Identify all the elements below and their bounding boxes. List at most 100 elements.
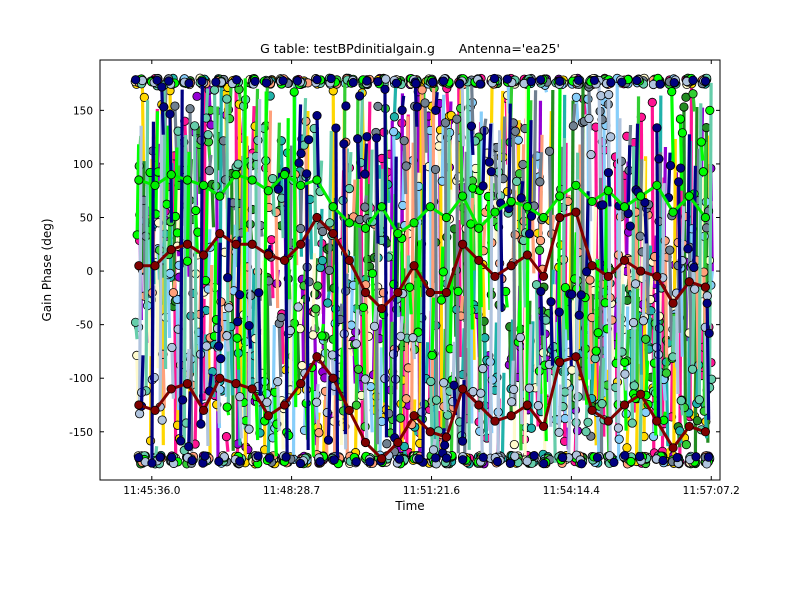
data-point [251,77,259,85]
data-point [248,385,256,393]
data-point [313,176,321,184]
data-point [582,427,590,435]
data-point [517,194,525,202]
data-point [523,401,531,409]
series-segment [312,368,314,457]
data-point [591,354,599,362]
series-segment [672,92,674,167]
data-point [507,197,515,205]
series-segment [602,358,604,404]
data-point [653,272,661,280]
y-axis-label: Gain Phase (deg) [40,218,54,321]
series-segment [643,237,645,321]
series-segment [498,130,500,457]
data-point [572,208,580,216]
series-segment [286,171,288,453]
data-point [516,333,524,341]
data-point [245,321,253,329]
data-point [193,92,201,100]
data-point [432,396,440,404]
data-point [402,162,410,170]
data-point [223,273,231,281]
data-point [345,184,353,192]
series-segment [341,348,343,397]
data-point [412,79,420,87]
data-point [151,262,159,270]
data-point [248,240,256,248]
data-point [479,182,487,190]
data-point [507,412,515,420]
data-point [607,78,615,86]
series-segment [694,166,696,268]
data-point [604,187,612,195]
data-point [366,458,374,466]
y-tick-label: -50 [76,320,93,332]
data-point [443,411,451,419]
data-point [458,385,466,393]
data-point [166,110,174,118]
data-point [588,197,596,205]
data-point [666,246,674,254]
data-point [178,396,186,404]
data-point [458,437,466,445]
data-point [295,159,303,167]
data-point [527,424,535,432]
data-point [409,334,417,342]
series-segment [563,138,565,407]
data-point [656,80,664,88]
data-point [593,453,601,461]
data-point [167,170,175,178]
data-point [511,127,519,135]
data-point [313,75,321,83]
series-segment [524,240,526,307]
data-point [397,332,405,340]
data-point [456,80,464,88]
data-point [431,165,439,173]
data-point [514,136,522,144]
series-segment [371,387,373,433]
data-point [233,334,241,342]
data-point [361,438,369,446]
series-segment [645,202,647,243]
data-point [222,432,230,440]
data-point [190,122,198,130]
series-segment [336,128,338,459]
data-point [298,361,306,369]
data-point [594,329,602,337]
data-point [685,278,693,286]
series-segment [276,212,278,308]
data-point [169,289,177,297]
data-point [684,245,692,253]
data-point [217,354,225,362]
data-point [315,429,323,437]
series-segment [314,128,316,246]
data-point [352,401,360,409]
data-point [254,452,262,460]
data-point [507,398,515,406]
series-segment [349,152,351,189]
series-segment [210,265,212,338]
data-point [481,334,489,342]
data-point [676,164,684,172]
data-point [280,256,288,264]
series-segment [380,347,382,455]
series-segment [377,138,379,244]
data-point [674,178,682,186]
data-point [160,103,168,111]
data-point [547,298,555,306]
data-point [459,455,467,463]
data-point [673,453,681,461]
chart-title: G table: testBPdinitialgain.g Antenna='e… [260,41,560,56]
y-tick-label: 50 [80,213,93,225]
data-point [475,256,483,264]
data-point [134,453,142,461]
series-segment [278,382,280,431]
data-point [525,384,533,392]
series-segment [225,316,227,396]
data-point [313,111,321,119]
data-point [454,287,462,295]
series-segment [219,243,221,346]
data-point [704,453,712,461]
data-point [352,340,360,348]
data-point [604,168,612,176]
